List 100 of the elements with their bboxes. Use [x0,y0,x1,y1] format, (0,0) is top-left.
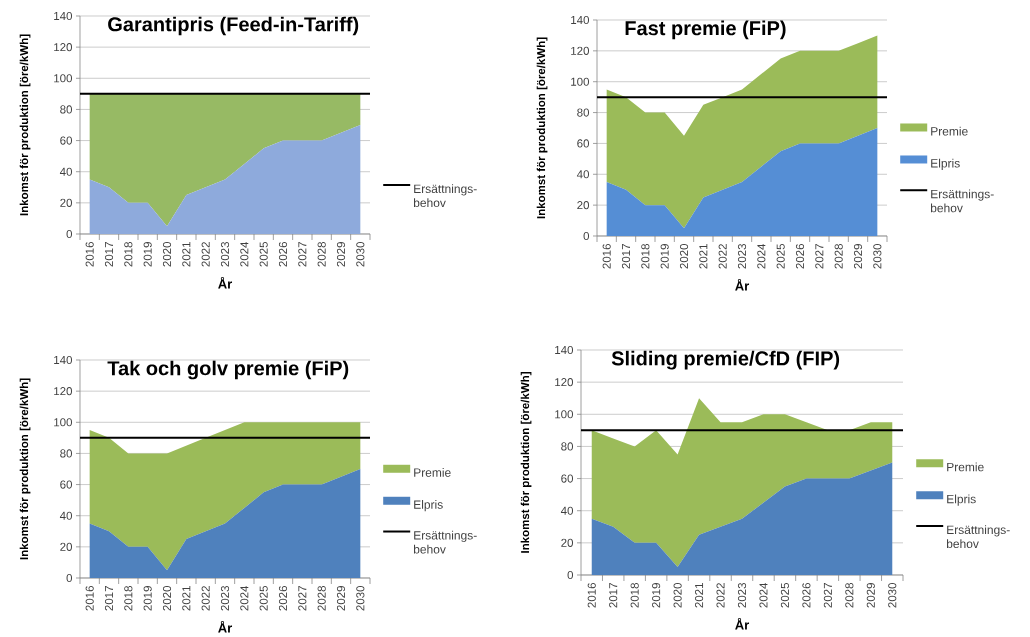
x-tick-label: 2028 [834,244,843,269]
x-tick-label: 2029 [853,244,863,269]
x-tick-label: 2026 [795,244,805,269]
chart-title: Fast premie (FiP) [625,20,786,40]
y-tick-label: 120 [54,43,73,52]
x-tick-label: 2017 [609,583,618,608]
x-tick-label: 2027 [815,244,824,269]
x-tick-label: 2029 [336,242,346,267]
y-tick-label: 140 [555,345,574,355]
chart-title: Sliding premie/CfD (FIP) [611,350,840,370]
y-tick-label: 80 [60,105,73,114]
chart-title: Tak och golv premie (FiP) [107,360,349,380]
legend-label: Premie [947,462,984,472]
legend-label: Ersättnings-behov [413,184,477,208]
y-tick-label: 0 [66,229,73,239]
x-tick-label: 2017 [621,244,631,269]
legend-label: Elpris [414,500,443,512]
legend-label: Elpris [947,494,976,506]
x-tick-label: 2016 [587,583,596,608]
x-tick-label: 2024 [240,241,249,267]
y-axis-title: Inkomst för produktion [öre/kWh] [520,372,532,553]
x-tick-label: 2018 [124,242,133,267]
x-tick-label: 2027 [298,586,307,611]
y-tick-label: 40 [576,170,590,179]
x-tick-label: 2021 [182,242,191,267]
x-tick-label: 2028 [317,586,326,611]
x-tick-label: 2029 [866,583,875,608]
x-tick-label: 2017 [104,586,114,611]
x-tick-label: 2019 [652,583,661,608]
x-tick-label: 2026 [802,583,811,608]
x-axis-title: År [218,620,233,633]
x-tick-label: 2020 [673,582,682,608]
y-tick-label: 40 [560,506,574,515]
x-tick-label: 2024 [759,582,768,608]
y-tick-label: 100 [54,74,73,83]
x-tick-label: 2020 [679,243,689,269]
x-tick-label: 2021 [699,244,708,269]
x-tick-label: 2023 [220,242,230,267]
x-tick-label: 2030 [356,585,365,611]
y-tick-label: 60 [561,474,574,483]
x-tick-label: 2020 [162,241,172,267]
y-tick-label: 0 [66,573,73,583]
x-tick-label: 2026 [278,242,288,267]
x-tick-label: 2022 [201,242,210,267]
x-tick-label: 2019 [143,242,152,267]
y-tick-label: 120 [54,387,73,396]
x-tick-label: 2023 [737,583,747,608]
y-tick-label: 100 [54,418,73,427]
y-tick-label: 0 [583,231,590,241]
y-tick-label: 80 [60,449,73,458]
y-tick-label: 40 [59,511,73,520]
x-tick-label: 2019 [143,586,152,611]
y-axis-title: Inkomst för produktion [öre/kWh] [19,34,31,216]
y-tick-label: 40 [59,167,73,176]
x-tick-label: 2020 [162,585,172,611]
x-tick-label: 2024 [240,585,249,611]
y-tick-label: 120 [555,378,574,387]
x-tick-label: 2025 [776,244,785,269]
legend-label: Premie [414,468,451,477]
x-tick-label: 2030 [356,241,365,267]
x-tick-label: 2026 [278,586,288,611]
x-tick-label: 2018 [124,586,133,611]
y-tick-label: 20 [60,198,73,207]
legend-label: Ersättnings-behov [413,530,477,554]
y-tick-label: 60 [577,139,590,148]
legend-label: Elpris [931,158,960,170]
x-tick-label: 2018 [641,244,650,269]
x-tick-label: 2027 [298,242,307,267]
x-tick-label: 2016 [602,244,611,269]
y-tick-label: 0 [567,570,574,580]
x-tick-label: 2027 [823,583,832,608]
y-axis-title: Inkomst för produktion [öre/kWh] [536,37,548,219]
x-tick-label: 2022 [718,244,727,269]
x-tick-label: 2016 [85,586,94,611]
y-tick-label: 20 [561,538,574,547]
x-axis-title: År [735,278,750,291]
y-tick-label: 60 [60,480,73,489]
y-tick-label: 60 [60,136,73,145]
x-tick-label: 2024 [757,243,766,269]
x-tick-label: 2022 [201,586,210,611]
chart-title: Garantipris (Feed-in-Tariff) [108,16,359,36]
y-tick-label: 140 [54,11,73,21]
y-tick-label: 80 [577,108,590,117]
x-tick-label: 2021 [695,583,704,608]
x-tick-label: 2028 [317,242,326,267]
y-tick-label: 120 [571,46,590,55]
x-tick-label: 2023 [737,244,747,269]
x-tick-label: 2023 [220,586,230,611]
y-tick-label: 20 [577,201,590,210]
legend-label: Ersättnings-behov [946,525,1010,549]
x-axis-title: År [218,276,233,289]
y-tick-label: 100 [555,410,574,419]
x-tick-label: 2030 [873,243,882,269]
x-tick-label: 2025 [259,586,268,611]
x-tick-label: 2029 [336,586,346,611]
x-tick-label: 2021 [182,586,191,611]
x-tick-label: 2017 [104,242,114,267]
x-tick-label: 2019 [660,244,669,269]
legend-label: Ersättnings-behov [930,189,994,213]
x-tick-label: 2022 [716,583,725,608]
